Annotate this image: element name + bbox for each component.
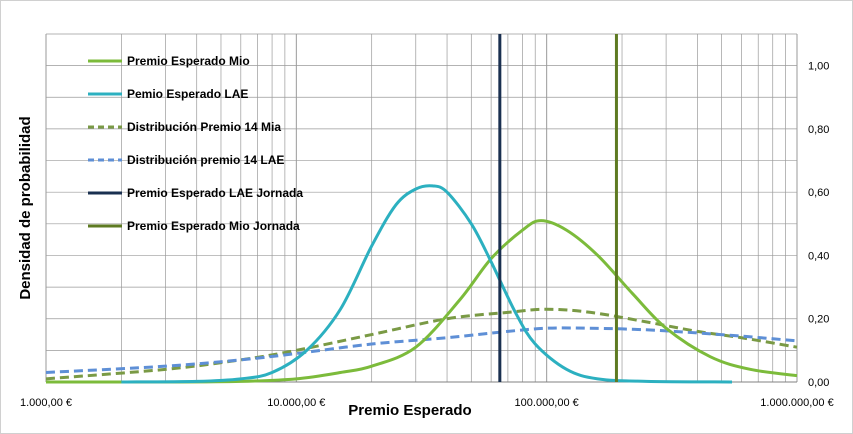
legend: Premio Esperado Mio Pemio Esperado LAE Dis… <box>88 54 303 233</box>
y-tick-label: 0,20 <box>808 314 829 326</box>
legend-item: Distribución premio 14 LAE <box>88 153 284 167</box>
legend-label: Distribución Premio 14 Mia <box>127 120 281 134</box>
y-tick-label: 0,60 <box>808 187 829 199</box>
tick-labels: 1.000,00 € 10.000,00 € 100.000,00 € 1.000.0… <box>20 61 834 409</box>
x-tick-label: 10.000,00 € <box>267 397 325 409</box>
grid <box>45 33 798 383</box>
legend-item: Premio Esperado LAE Jornada <box>88 186 303 200</box>
legend-item: Pemio Esperado LAE <box>88 87 248 101</box>
series-2-line <box>121 184 733 384</box>
x-axis-title: Premio Esperado <box>348 402 471 419</box>
legend-item: Premio Esperado Mio <box>88 54 250 68</box>
legend-label: Pemio Esperado LAE <box>127 87 248 101</box>
legend-label: Premio Esperado Mio Jornada <box>127 219 300 233</box>
y-tick-label: 0,00 <box>808 377 829 389</box>
legend-label: Premio Esperado Mio <box>127 54 250 68</box>
y-axis-title: Densidad de probabilidad <box>17 116 34 299</box>
series-1-line <box>45 219 798 384</box>
x-tick-label: 100.000,00 € <box>515 397 579 409</box>
series-4-line <box>45 326 798 375</box>
x-tick-label: 1.000.000,00 € <box>760 397 833 409</box>
y-tick-label: 0,40 <box>808 250 829 262</box>
legend-label: Distribución premio 14 LAE <box>127 153 284 167</box>
series-layer <box>45 34 798 384</box>
y-tick-label: 0,80 <box>808 124 829 136</box>
legend-item: Distribución Premio 14 Mia <box>88 120 281 134</box>
legend-item: Premio Esperado Mio Jornada <box>88 219 300 233</box>
x-tick-label: 1.000,00 € <box>20 397 72 409</box>
legend-label: Premio Esperado LAE Jornada <box>127 186 303 200</box>
y-tick-label: 1,00 <box>808 61 829 73</box>
series-3-line <box>45 307 798 381</box>
